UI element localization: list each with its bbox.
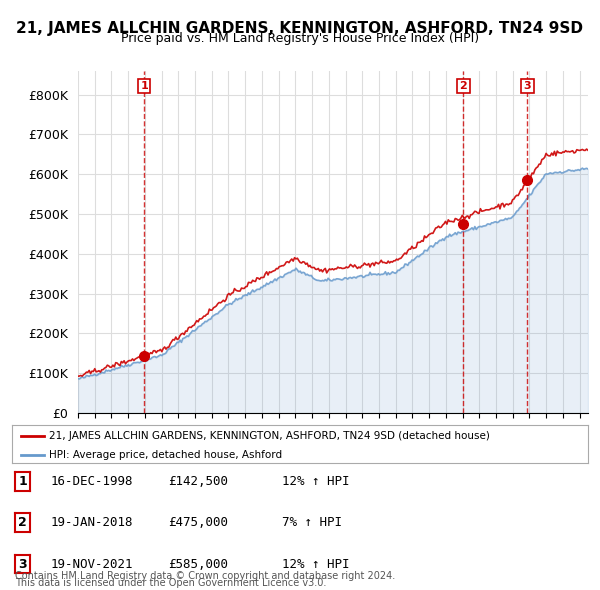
Text: 3: 3	[18, 558, 27, 571]
Text: 1: 1	[140, 81, 148, 91]
Text: Contains HM Land Registry data © Crown copyright and database right 2024.: Contains HM Land Registry data © Crown c…	[15, 571, 395, 581]
Text: This data is licensed under the Open Government Licence v3.0.: This data is licensed under the Open Gov…	[15, 578, 326, 588]
Text: 12% ↑ HPI: 12% ↑ HPI	[282, 558, 349, 571]
Text: HPI: Average price, detached house, Ashford: HPI: Average price, detached house, Ashf…	[49, 450, 283, 460]
Text: Price paid vs. HM Land Registry's House Price Index (HPI): Price paid vs. HM Land Registry's House …	[121, 32, 479, 45]
Text: £585,000: £585,000	[168, 558, 228, 571]
Text: 16-DEC-1998: 16-DEC-1998	[51, 475, 133, 488]
Text: £142,500: £142,500	[168, 475, 228, 488]
Text: 1: 1	[18, 475, 27, 488]
Text: 2: 2	[18, 516, 27, 529]
Text: 19-NOV-2021: 19-NOV-2021	[51, 558, 133, 571]
Text: 2: 2	[460, 81, 467, 91]
Text: 21, JAMES ALLCHIN GARDENS, KENNINGTON, ASHFORD, TN24 9SD (detached house): 21, JAMES ALLCHIN GARDENS, KENNINGTON, A…	[49, 431, 490, 441]
Text: 19-JAN-2018: 19-JAN-2018	[51, 516, 133, 529]
Text: 7% ↑ HPI: 7% ↑ HPI	[282, 516, 342, 529]
Text: 12% ↑ HPI: 12% ↑ HPI	[282, 475, 349, 488]
Text: £475,000: £475,000	[168, 516, 228, 529]
Text: 21, JAMES ALLCHIN GARDENS, KENNINGTON, ASHFORD, TN24 9SD: 21, JAMES ALLCHIN GARDENS, KENNINGTON, A…	[17, 21, 583, 35]
Text: 3: 3	[524, 81, 531, 91]
